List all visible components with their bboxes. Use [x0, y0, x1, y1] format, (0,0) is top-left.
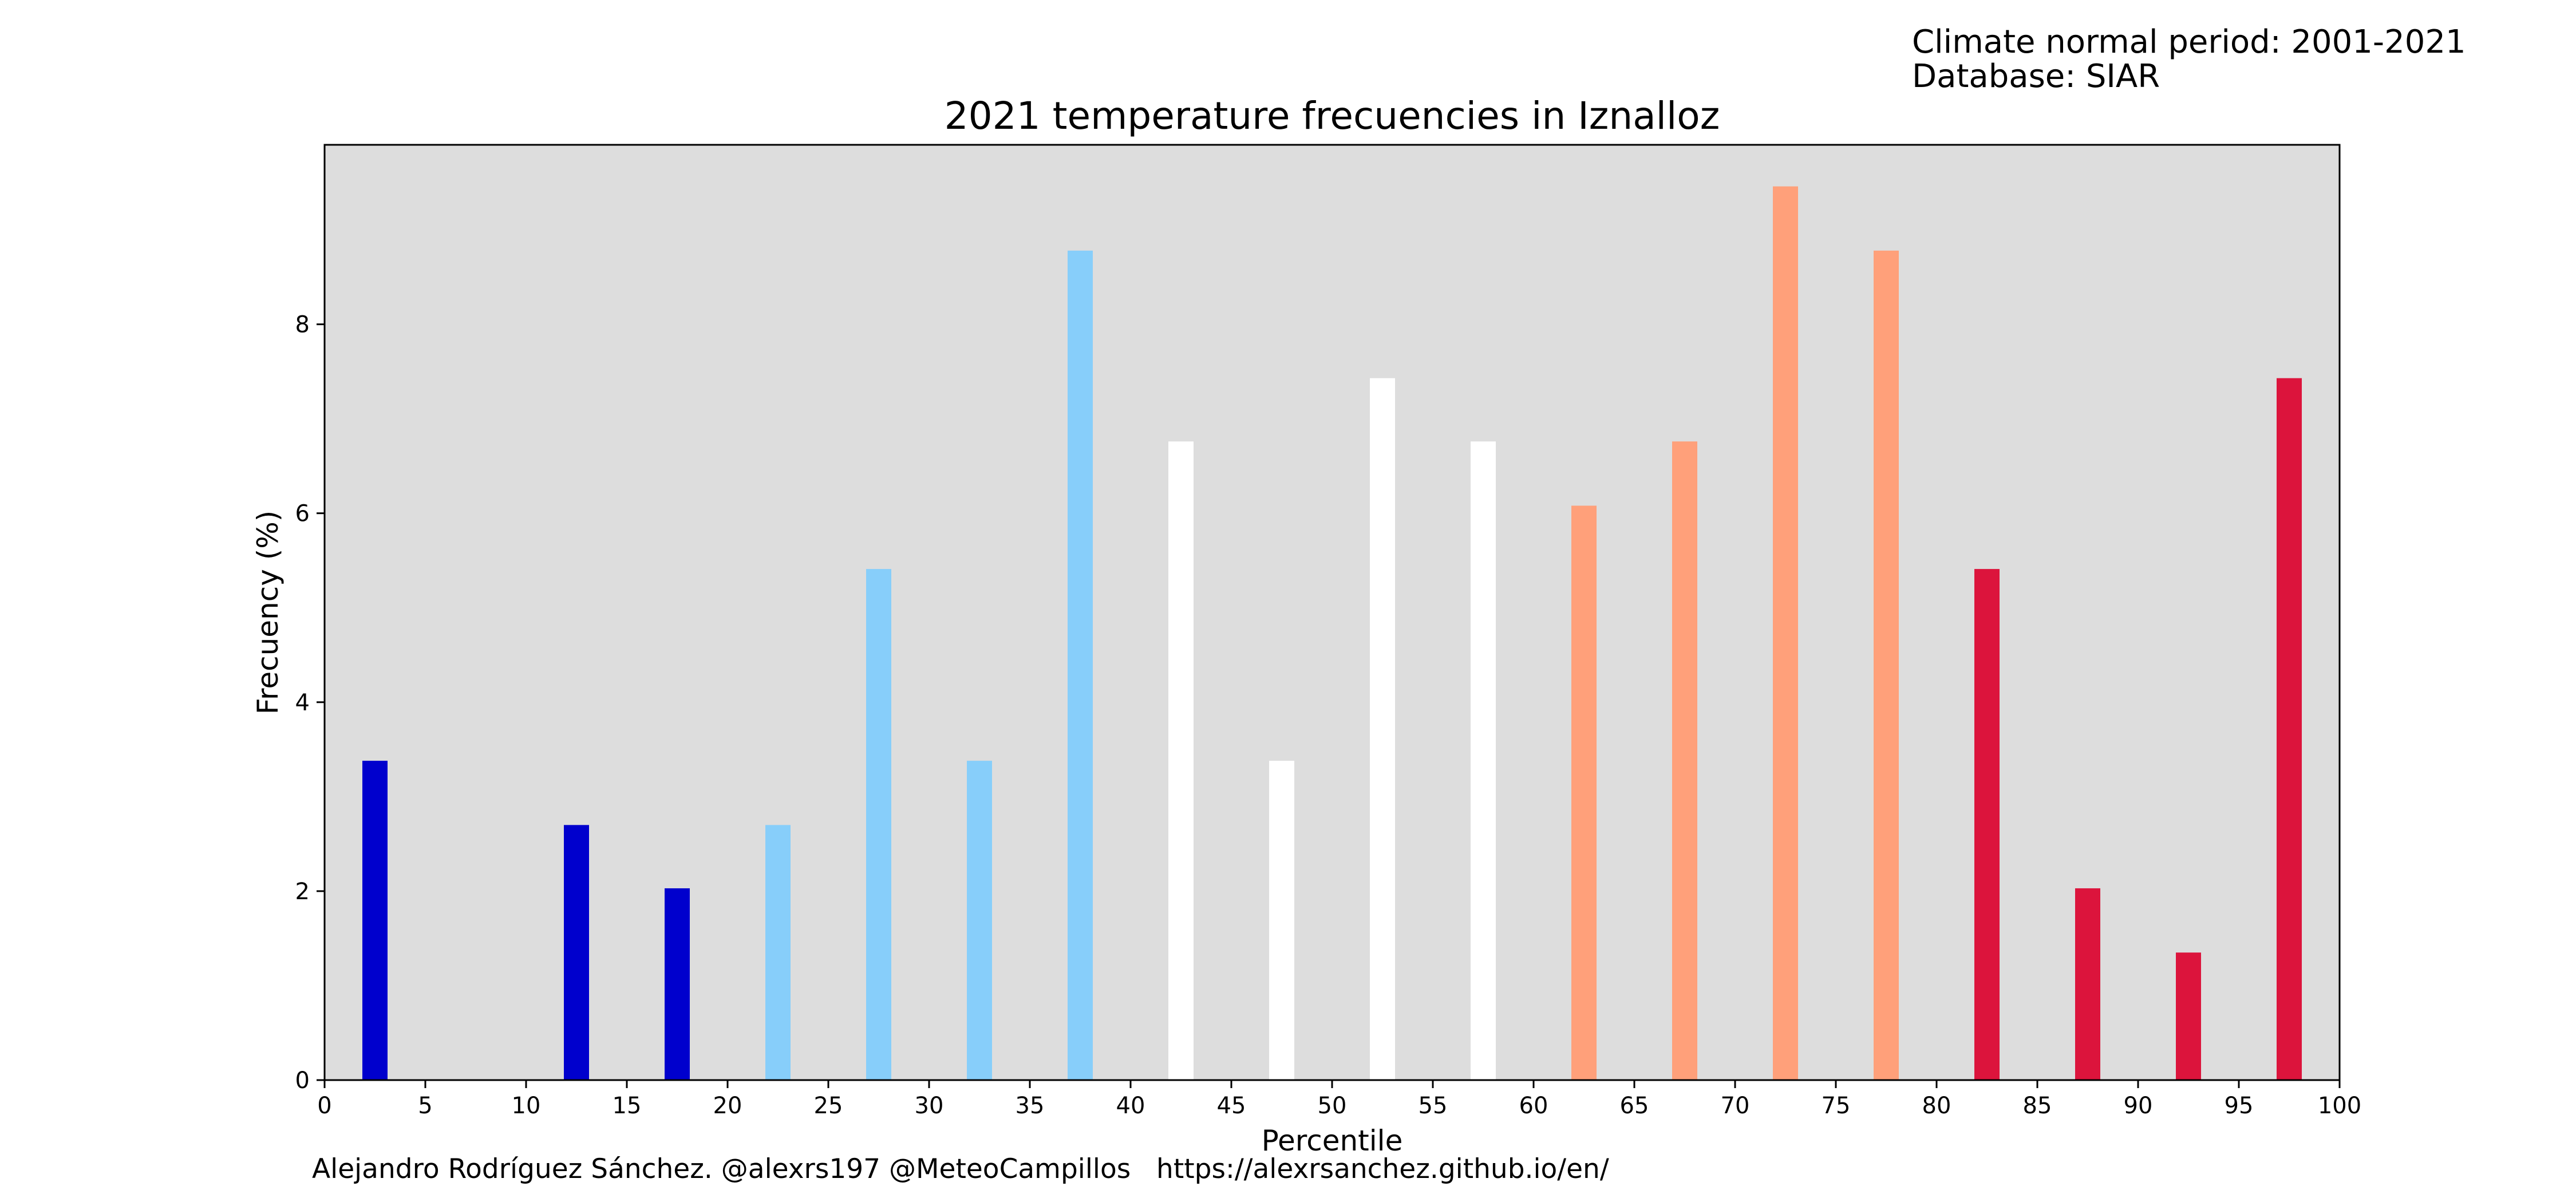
- y-tick-label: 0: [295, 1067, 310, 1094]
- x-tick-label: 50: [1318, 1093, 1347, 1119]
- bar-p22.5: [765, 825, 791, 1080]
- x-tick-label: 45: [1217, 1093, 1246, 1119]
- x-tick-label: 15: [613, 1093, 642, 1119]
- bar-p2.5: [362, 761, 388, 1080]
- x-tick-label: 60: [1519, 1093, 1548, 1119]
- bar-series: [362, 186, 2302, 1081]
- bar-p97.5: [2277, 378, 2302, 1080]
- bar-p47.5: [1269, 761, 1294, 1080]
- x-axis-label: Percentile: [1262, 1124, 1403, 1157]
- x-tick-label: 40: [1116, 1093, 1145, 1119]
- x-tick-label: 20: [713, 1093, 742, 1119]
- climate-period-text: Climate normal period: 2001-2021: [1912, 23, 2466, 61]
- bar-p57.5: [1471, 441, 1496, 1081]
- y-axis-ticks: 0 2 4 6 8: [295, 312, 325, 1094]
- bar-p42.5: [1168, 441, 1194, 1081]
- x-tick-label: 10: [512, 1093, 541, 1119]
- x-tick-label: 55: [1419, 1093, 1448, 1119]
- x-tick-label: 75: [1822, 1093, 1851, 1119]
- y-tick-label: 2: [295, 879, 310, 905]
- x-tick-label: 5: [418, 1093, 432, 1119]
- x-tick-label: 95: [2225, 1093, 2254, 1119]
- bar-p12.5: [564, 825, 589, 1080]
- x-tick-label: 30: [915, 1093, 944, 1119]
- bar-p17.5: [665, 888, 690, 1080]
- x-tick-label: 80: [1922, 1093, 1951, 1119]
- y-tick-label: 4: [295, 690, 310, 716]
- credits-text: Alejandro Rodríguez Sánchez. @alexrs197 …: [312, 1153, 1609, 1185]
- bar-p37.5: [1068, 250, 1093, 1080]
- x-tick-label: 0: [317, 1093, 331, 1119]
- bar-p87.5: [2075, 888, 2100, 1080]
- bar-p72.5: [1773, 186, 1798, 1081]
- chart-title: 2021 temperature frecuencies in Iznalloz: [945, 94, 1720, 138]
- x-tick-label: 70: [1721, 1093, 1750, 1119]
- y-tick-label: 6: [295, 501, 310, 527]
- bar-p82.5: [1974, 569, 2000, 1080]
- bar-p62.5: [1571, 505, 1597, 1080]
- x-tick-label: 90: [2124, 1093, 2153, 1119]
- bar-p67.5: [1672, 441, 1697, 1081]
- x-tick-label: 100: [2318, 1093, 2361, 1119]
- x-tick-label: 35: [1016, 1093, 1045, 1119]
- bar-p92.5: [2176, 952, 2201, 1080]
- database-text: Database: SIAR: [1912, 58, 2160, 95]
- x-tick-label: 85: [2023, 1093, 2052, 1119]
- y-axis-label: Frecuency (%): [251, 511, 285, 714]
- bar-p52.5: [1370, 378, 1395, 1080]
- y-tick-label: 8: [295, 312, 310, 338]
- plot-area: [325, 145, 2340, 1080]
- bar-p27.5: [866, 569, 891, 1080]
- bar-p32.5: [967, 761, 992, 1080]
- x-axis-ticks: 0 5 10 15 20 25 30 35 40 45 50 55 60 65 70 75 80 85 90 95 10…: [317, 1080, 2361, 1119]
- x-tick-label: 65: [1620, 1093, 1649, 1119]
- x-tick-label: 25: [814, 1093, 843, 1119]
- bar-p77.5: [1874, 250, 1899, 1080]
